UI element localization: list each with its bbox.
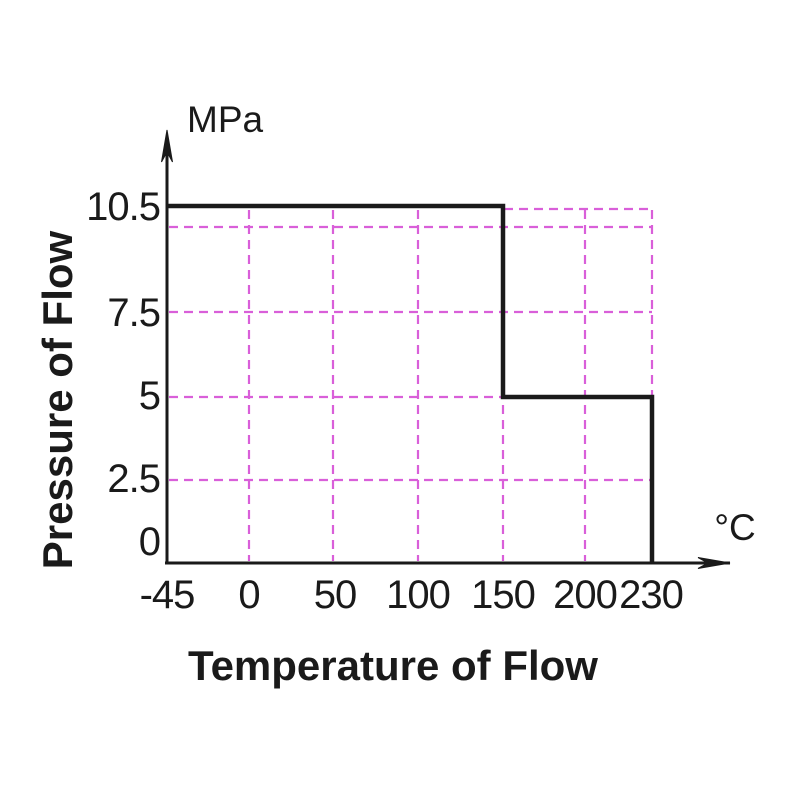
x-axis-unit: °C: [714, 507, 756, 548]
x-axis-arrow-icon: [697, 557, 731, 569]
x-tick-0: 0: [238, 573, 259, 617]
x-tick--45: -45: [140, 573, 195, 617]
y-tick-labels: 10.5 7.5 5 2.5 0: [86, 185, 161, 564]
x-tick-labels: -45 0 50 100 150 200 230: [140, 573, 684, 617]
x-tick-150: 150: [471, 573, 535, 617]
pressure-step-line: [167, 203, 655, 562]
y-axis-arrow-icon: [161, 129, 173, 163]
y-tick-7.5: 7.5: [107, 291, 160, 335]
x-axis-title: Temperature of Flow: [188, 642, 598, 689]
gridlines: [169, 207, 654, 561]
y-axis-title: Pressure of Flow: [34, 230, 81, 569]
x-tick-100: 100: [386, 573, 450, 617]
x-tick-50: 50: [314, 573, 357, 617]
y-tick-5: 5: [139, 374, 160, 418]
x-tick-200: 200: [553, 573, 617, 617]
y-tick-10.5: 10.5: [86, 185, 160, 229]
y-tick-2.5: 2.5: [107, 457, 160, 501]
y-axis-unit: MPa: [187, 99, 264, 140]
y-tick-0: 0: [139, 520, 160, 564]
x-tick-230: 230: [619, 573, 683, 617]
axes: [161, 129, 731, 569]
